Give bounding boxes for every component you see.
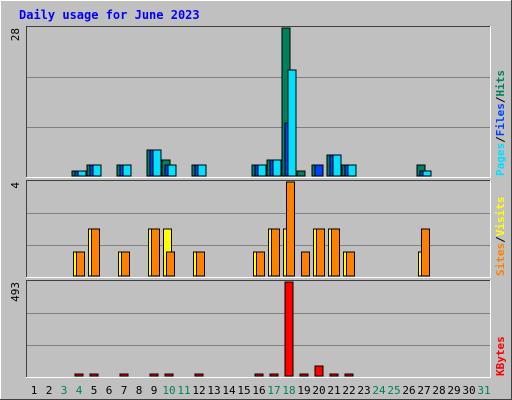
bar-sites-day-12 bbox=[196, 251, 205, 277]
x-label-day-16: 16 bbox=[252, 384, 265, 397]
x-label-day-23: 23 bbox=[357, 384, 370, 397]
bar-sites-day-27 bbox=[421, 228, 430, 277]
x-label-day-29: 29 bbox=[447, 384, 460, 397]
x-label-day-30: 30 bbox=[462, 384, 475, 397]
kbytes_panel: 493 KBytes bbox=[9, 280, 507, 378]
bar-pages-day-5 bbox=[92, 164, 102, 177]
bar-sites-day-19 bbox=[301, 251, 310, 277]
x-label-day-6: 6 bbox=[106, 384, 113, 397]
x-label-day-24: 24 bbox=[372, 384, 386, 397]
x-label-day-11: 11 bbox=[177, 384, 190, 397]
legend-entry: Files bbox=[494, 103, 507, 136]
x-axis-labels: 1 2 3 4 5 6 7 8 9 10 11 12 13 14 15 16 17 18 19 20 21 22 23 24 2… bbox=[31, 384, 491, 397]
x-label-day-15: 15 bbox=[237, 384, 250, 397]
bar-kbytes-day-10 bbox=[164, 373, 174, 377]
x-label-day-2: 2 bbox=[46, 384, 53, 397]
y-max-label: 493 bbox=[9, 282, 22, 302]
legend-entry: / bbox=[494, 136, 507, 143]
x-label-day-5: 5 bbox=[91, 384, 98, 397]
bar-pages-day-4 bbox=[77, 170, 87, 177]
legend: KBytes bbox=[494, 336, 507, 376]
x-label-day-22: 22 bbox=[342, 384, 355, 397]
bar-kbytes-day-16 bbox=[254, 373, 264, 377]
x-label-day-12: 12 bbox=[192, 384, 205, 397]
bar-kbytes-day-19 bbox=[299, 373, 309, 377]
bar-sites-day-10 bbox=[166, 251, 175, 277]
x-label-day-21: 21 bbox=[327, 384, 340, 397]
bar-kbytes-day-20 bbox=[314, 365, 324, 377]
bar-sites-day-7 bbox=[121, 251, 130, 277]
x-label-day-14: 14 bbox=[222, 384, 236, 397]
legend-entry: Sites bbox=[494, 243, 507, 276]
bar-kbytes-day-5 bbox=[89, 373, 99, 377]
bar-pages-day-7 bbox=[122, 164, 132, 177]
bar-pages-day-22 bbox=[347, 164, 357, 177]
legend-entry: Hits bbox=[494, 70, 507, 97]
x-label-day-20: 20 bbox=[312, 384, 325, 397]
x-label-day-7: 7 bbox=[121, 384, 128, 397]
bar-kbytes-day-17 bbox=[269, 373, 279, 377]
bar-kbytes-day-4 bbox=[74, 373, 84, 377]
bar-pages-day-21 bbox=[332, 154, 342, 177]
legend: Pages/Files/Hits bbox=[494, 70, 507, 176]
bar-sites-day-17 bbox=[271, 228, 280, 277]
bar-sites-day-16 bbox=[256, 251, 265, 277]
bar-pages-day-9 bbox=[152, 149, 162, 177]
bar-kbytes-day-18 bbox=[284, 281, 294, 377]
bar-kbytes-day-22 bbox=[344, 373, 354, 377]
x-label-day-1: 1 bbox=[31, 384, 38, 397]
bar-sites-day-4 bbox=[76, 251, 85, 277]
x-label-day-8: 8 bbox=[136, 384, 143, 397]
legend-entry: / bbox=[494, 96, 507, 103]
bar-kbytes-day-9 bbox=[149, 373, 159, 377]
plot-area bbox=[26, 280, 491, 378]
bar-hits-day-19 bbox=[296, 170, 306, 177]
bar-files-day-20 bbox=[314, 164, 324, 177]
bar-sites-day-5 bbox=[91, 228, 100, 277]
bar-pages-day-12 bbox=[197, 164, 207, 177]
bar-pages-day-17 bbox=[272, 159, 282, 177]
visits_panel: 4 Sites/Visits bbox=[9, 180, 507, 278]
bar-pages-day-18 bbox=[287, 69, 297, 177]
bar-kbytes-day-21 bbox=[329, 373, 339, 377]
bar-sites-day-9 bbox=[151, 228, 160, 277]
x-label-day-27: 27 bbox=[417, 384, 430, 397]
x-label-day-31: 31 bbox=[477, 384, 490, 397]
bar-sites-day-20 bbox=[316, 228, 325, 277]
x-label-day-3: 3 bbox=[61, 384, 68, 397]
bar-kbytes-day-12 bbox=[194, 373, 204, 377]
x-label-day-19: 19 bbox=[297, 384, 310, 397]
bar-sites-day-21 bbox=[331, 228, 340, 277]
x-label-day-17: 17 bbox=[267, 384, 280, 397]
bar-sites-day-22 bbox=[346, 251, 355, 277]
bar-sites-day-18 bbox=[286, 181, 295, 277]
legend-entry: Pages bbox=[494, 143, 507, 176]
bar-pages-day-16 bbox=[257, 164, 267, 177]
legend-entry: KBytes bbox=[494, 336, 507, 376]
chart-title: Daily usage for June 2023 bbox=[19, 8, 200, 22]
x-label-day-13: 13 bbox=[207, 384, 220, 397]
legend-entry: Visits bbox=[494, 197, 507, 237]
x-label-day-18: 18 bbox=[282, 384, 295, 397]
bar-pages-day-10 bbox=[167, 164, 177, 177]
x-label-day-4: 4 bbox=[76, 384, 83, 397]
legend: Sites/Visits bbox=[494, 197, 507, 277]
x-label-day-25: 25 bbox=[387, 384, 400, 397]
x-label-day-28: 28 bbox=[432, 384, 445, 397]
x-label-day-9: 9 bbox=[151, 384, 158, 397]
y-max-label: 28 bbox=[9, 28, 22, 41]
x-label-day-10: 10 bbox=[162, 384, 175, 397]
y-max-label: 4 bbox=[9, 182, 22, 189]
plot-area bbox=[26, 26, 491, 178]
legend-entry: / bbox=[494, 236, 507, 243]
x-label-day-26: 26 bbox=[402, 384, 415, 397]
bar-pages-day-27 bbox=[422, 170, 432, 177]
bar-kbytes-day-7 bbox=[119, 373, 129, 377]
